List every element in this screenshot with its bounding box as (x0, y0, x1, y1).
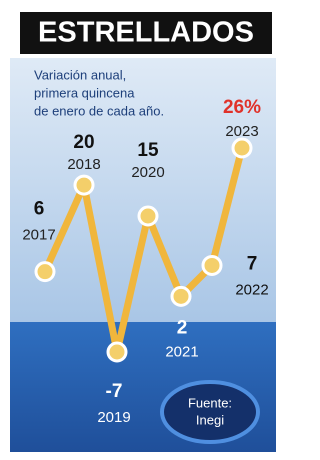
subtitle-line: primera quincena (34, 85, 135, 100)
chart: ESTRELLADOS Variación anual, primera qui… (0, 0, 286, 460)
category-label: 2023 (225, 123, 258, 140)
subtitle-line: de enero de cada año. (34, 103, 164, 118)
value-label: 6 (34, 199, 45, 220)
subtitle-line: Variación anual, (34, 67, 126, 82)
data-point (203, 256, 221, 274)
category-label: 2019 (97, 409, 130, 426)
category-label: 2020 (131, 164, 164, 181)
data-point (233, 139, 251, 157)
category-label: 2018 (67, 156, 100, 173)
data-point (172, 287, 190, 305)
category-label: 2022 (235, 281, 268, 298)
data-point (75, 176, 93, 194)
value-label: 2 (177, 317, 188, 338)
value-label: 26% (223, 97, 261, 118)
source-line: Fuente: (188, 395, 232, 410)
data-point (108, 343, 126, 361)
value-label: 7 (247, 253, 258, 274)
value-label: 15 (137, 140, 159, 161)
value-label: 20 (73, 132, 94, 153)
category-label: 2017 (22, 227, 55, 244)
data-point (139, 207, 157, 225)
source-line: Inegi (196, 412, 224, 427)
value-label: -7 (106, 381, 123, 402)
category-label: 2021 (165, 343, 198, 360)
data-point (36, 263, 54, 281)
chart-title: ESTRELLADOS (38, 17, 254, 49)
